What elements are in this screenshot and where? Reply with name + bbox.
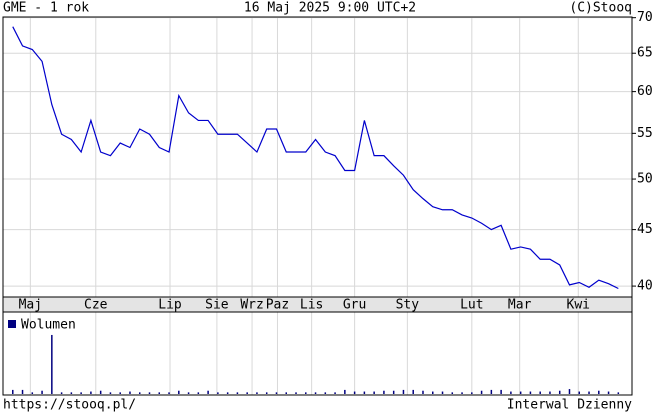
- volume-bar: [295, 392, 297, 394]
- volume-bar: [558, 390, 561, 394]
- volume-bar: [373, 391, 375, 394]
- volume-bar: [324, 392, 327, 394]
- volume-bar: [617, 392, 620, 394]
- chart-date: 16 Maj 2025 9:00 UTC+2: [244, 1, 416, 16]
- volume-bar: [99, 390, 102, 394]
- volume-bar: [314, 392, 317, 394]
- volume-bar: [197, 392, 200, 394]
- x-tick-label: Lip: [158, 298, 182, 313]
- volume-bar: [256, 392, 258, 394]
- volume-bar: [80, 392, 82, 394]
- price-line: [12, 26, 619, 290]
- x-tick-label: Lis: [300, 298, 323, 313]
- volume-bar: [363, 391, 366, 394]
- volume-bar: [383, 390, 385, 394]
- x-tick-label: Cze: [84, 298, 108, 313]
- volume-bar: [129, 391, 131, 394]
- volume-bar: [500, 389, 502, 394]
- volume-bar: [422, 390, 424, 394]
- volume-bar: [607, 391, 610, 394]
- volume-bar: [412, 389, 414, 394]
- volume-bar: [217, 392, 219, 394]
- x-tick-label: Sie: [205, 298, 229, 313]
- y-tick-label: 60: [637, 84, 653, 99]
- volume-bar: [31, 392, 34, 394]
- volume-bar: [519, 391, 522, 394]
- volume-bar: [109, 392, 112, 394]
- volume-bar: [70, 392, 73, 394]
- volume-bar: [598, 390, 600, 394]
- volume-bar: [246, 392, 248, 394]
- volume-bar: [138, 392, 141, 394]
- volume-plot: Wolumen: [8, 318, 620, 394]
- y-tick-label: 45: [637, 222, 653, 237]
- volume-bar: [480, 390, 483, 394]
- volume-bar: [441, 391, 444, 394]
- x-tick-label: Wrz: [240, 298, 263, 313]
- volume-bar: [451, 392, 454, 394]
- volume-bar: [305, 392, 307, 394]
- x-tick-label: Lut: [460, 298, 483, 313]
- volume-bar: [461, 392, 463, 394]
- volume-bar: [265, 392, 268, 394]
- footer-url[interactable]: https://stooq.pl/: [3, 398, 136, 413]
- volume-bar: [21, 389, 24, 394]
- x-tick-label: Maj: [19, 298, 42, 313]
- main-plot: Maj Cze Lip Sie Wrz Paz Lis Gru Sty Lut Mar Kwi 40 45…: [3, 10, 653, 395]
- x-tick-label: Mar: [508, 298, 532, 313]
- volume-bar: [226, 392, 229, 394]
- volume-bar: [529, 391, 532, 394]
- x-tick-label: Kwi: [567, 298, 590, 313]
- y-tick-label: 50: [637, 172, 653, 187]
- volume-bar: [158, 392, 161, 394]
- volume-bar: [207, 390, 209, 394]
- volume-bar: [119, 392, 121, 394]
- footer-interval: Interwal Dzienny: [507, 398, 632, 413]
- volume-bar: [490, 389, 493, 394]
- x-tick-label: Paz: [266, 298, 289, 313]
- volume-bar: [510, 391, 512, 394]
- volume-bar: [60, 392, 63, 394]
- volume-bar: [344, 389, 346, 394]
- volume-bar: [90, 391, 92, 394]
- x-axis-band: [3, 297, 632, 312]
- volume-bar: [275, 392, 278, 394]
- volume-bar: [285, 392, 287, 394]
- volume-bar: [187, 392, 190, 394]
- frame: [2, 16, 633, 396]
- volume-bar: [568, 389, 571, 394]
- volume-bar: [578, 391, 581, 394]
- y-tick-label: 70: [637, 10, 653, 25]
- legend-swatch: [8, 320, 16, 328]
- volume-bar: [51, 334, 53, 394]
- y-tick-label: 40: [637, 279, 653, 294]
- chart-title: GME - 1 rok: [3, 1, 89, 16]
- volume-bar: [12, 389, 14, 394]
- volume-bar: [392, 390, 395, 394]
- legend-label: Wolumen: [21, 318, 76, 333]
- volume-bar: [471, 392, 473, 394]
- volume-bar: [41, 390, 43, 394]
- volume-bar: [168, 392, 170, 394]
- chart-source: (C)Stooq: [569, 1, 632, 16]
- y-tick-label: 65: [637, 46, 653, 61]
- volume-bar: [539, 391, 541, 394]
- volume-bar: [402, 389, 405, 394]
- volume-bar: [432, 391, 434, 394]
- x-tick-label: Gru: [343, 298, 366, 313]
- volume-bar: [353, 391, 356, 394]
- volume-bar: [148, 392, 151, 394]
- volume-bar: [549, 391, 551, 394]
- volume-bar: [334, 392, 336, 394]
- volume-bar: [588, 391, 590, 394]
- volume-bar: [178, 390, 180, 394]
- volume-bar: [236, 392, 239, 394]
- x-tick-label: Sty: [396, 298, 420, 313]
- y-tick-label: 55: [637, 126, 653, 141]
